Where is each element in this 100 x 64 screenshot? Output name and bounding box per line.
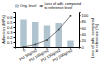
tick-mark (79, 22, 81, 23)
legend-item: Orig. level (15, 4, 36, 8)
tick: 0.3 (7, 30, 15, 35)
bar (20, 20, 26, 48)
tick-mark (14, 37, 16, 38)
tick: 0.5 (7, 20, 15, 25)
tick-label: PU 200g/m2 (51, 47, 73, 63)
legend-label: Orig. level (20, 4, 36, 8)
bar-series (20, 20, 73, 48)
legend-label: Loss of adh. comparedto reference level (44, 2, 81, 10)
x-axis: 0PU 50g/m2PU 100g/m2PU 150g/m2PU 200g/m2 (16, 47, 80, 63)
tick-mark (79, 41, 81, 42)
tick-label: 0 (82, 45, 85, 50)
marks (20, 15, 73, 47)
tick: 20 (79, 38, 87, 43)
tick: 0.1 (7, 40, 15, 45)
chart: 0PU 50g/m2PU 100g/m2PU 150g/m2PU 200g/m2… (0, 0, 100, 64)
tick-label: 40 (82, 32, 87, 37)
tick-label: 80 (82, 19, 87, 24)
tick-mark (79, 28, 81, 29)
tick-mark (14, 42, 16, 43)
tick-mark (79, 47, 81, 48)
legend-item: Loss of adh. comparedto reference level (39, 2, 81, 10)
tick-mark (14, 32, 16, 33)
tick: 80 (79, 19, 87, 24)
tick-mark (79, 15, 81, 16)
plot: 0PU 50g/m2PU 100g/m2PU 150g/m2PU 200g/m2… (7, 13, 89, 63)
tick: 0 (79, 45, 85, 50)
tick-mark (79, 34, 81, 35)
y-axis-title: Adhesion (MPa) (1, 14, 6, 43)
legend-swatch (15, 5, 19, 8)
marker (34, 44, 36, 46)
tick: PU 200g/m2 (51, 47, 73, 63)
legend-swatch (39, 6, 43, 7)
legend: Orig. level Loss of adh. comparedto refer… (15, 2, 81, 10)
tick-label: 20 (82, 38, 87, 43)
y2-axis-line (80, 13, 81, 48)
marker (58, 29, 60, 31)
bar (44, 26, 50, 48)
tick: 0.4 (7, 25, 15, 30)
tick-label: 100 (82, 13, 89, 18)
line (24, 16, 71, 47)
markers (23, 15, 72, 47)
tick-label: 0.1 (7, 40, 13, 45)
tick: 100 (79, 13, 89, 18)
tick: 0.2 (7, 35, 15, 40)
tick-label: 0.2 (7, 35, 13, 40)
tick-label: 0.6 (7, 15, 13, 20)
tick: 40 (79, 32, 87, 37)
bar (67, 41, 73, 48)
tick: 60 (79, 26, 87, 31)
marker (70, 15, 72, 17)
legend-marker (41, 5, 43, 7)
marker (46, 39, 48, 41)
y2-axis-title: Loss of adh. comparedto reference (%) (90, 18, 99, 59)
tick-label: 60 (82, 26, 87, 31)
tick-mark (14, 17, 16, 18)
y2-axis: 0 204060 80100 (79, 13, 89, 50)
y-axis-line (14, 13, 16, 48)
tick-label: 0.5 (7, 20, 13, 25)
tick-mark (14, 27, 16, 28)
tick: 0.6 (7, 15, 15, 20)
tick-label: 0.4 (7, 25, 13, 30)
tick-label: 0.3 (7, 30, 13, 35)
y-axis: 0.10.20.30.40.50.6 (7, 13, 16, 48)
marker (23, 46, 25, 47)
tick-mark (14, 22, 16, 23)
